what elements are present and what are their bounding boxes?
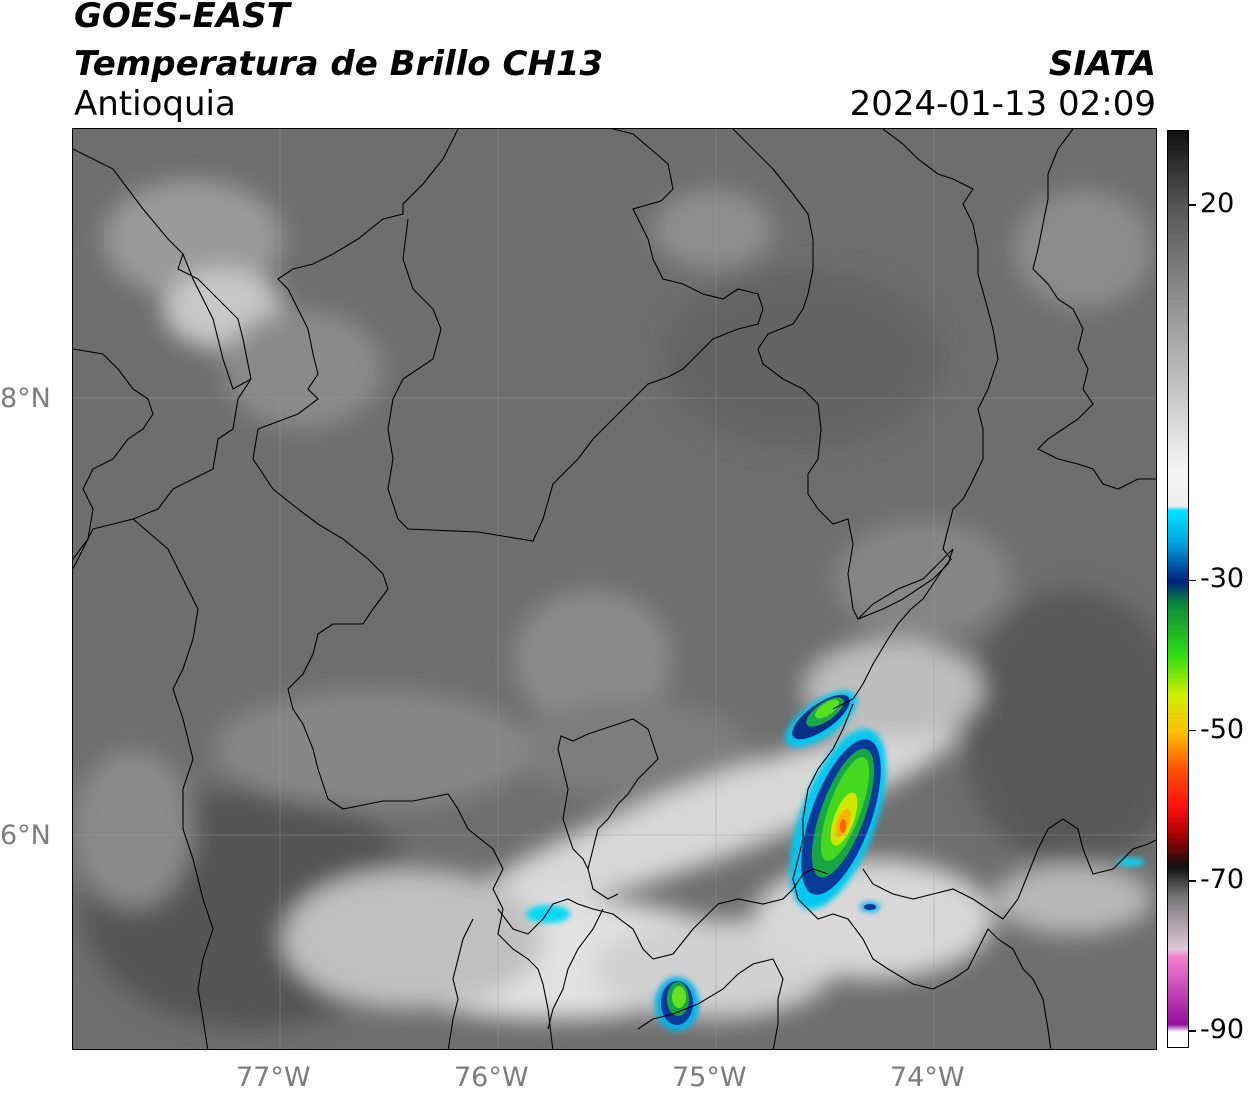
colorbar-tick-label: -50 <box>1200 713 1245 745</box>
convective-cells <box>526 690 1145 1031</box>
region-label: Antioquia <box>74 84 236 124</box>
colorbar-tick-mark <box>1189 579 1196 582</box>
cloud-field <box>73 179 1156 1029</box>
lon-tick-76w: 76°W <box>454 1062 529 1093</box>
colorbar-tick-label: -30 <box>1200 563 1245 595</box>
colorbar-fill <box>1168 131 1188 1047</box>
datetime-label: 2024-01-13 02:09 <box>849 84 1156 124</box>
colorbar-tick-label: 20 <box>1200 188 1235 220</box>
colorbar-tick-label: -70 <box>1200 863 1245 895</box>
colorbar-tick-mark <box>1189 1030 1196 1032</box>
colorbar-gradient <box>1168 131 1188 1047</box>
department-boundaries <box>73 129 1156 1049</box>
colorbar-tick-mark <box>1189 729 1196 732</box>
satellite-title: GOES-EAST <box>74 0 290 36</box>
colorbar-tick-mark <box>1189 880 1196 882</box>
lon-tick-74w: 74°W <box>890 1062 965 1093</box>
colorbar-tick-mark <box>1189 204 1196 206</box>
lon-tick-75w: 75°W <box>672 1062 747 1093</box>
lat-tick-8n: 8°N <box>0 383 51 414</box>
satellite-map[interactable] <box>72 128 1157 1050</box>
colorbar-tick-label: -90 <box>1200 1013 1245 1045</box>
satellite-imagery <box>73 129 1156 1049</box>
agency-label: SIATA <box>1048 44 1156 84</box>
lon-tick-77w: 77°W <box>236 1062 311 1093</box>
lat-tick-6n: 6°N <box>0 820 51 851</box>
graticule <box>73 129 1156 1049</box>
product-title: Temperatura de Brillo CH13 <box>74 44 604 84</box>
colorbar <box>1167 130 1189 1048</box>
